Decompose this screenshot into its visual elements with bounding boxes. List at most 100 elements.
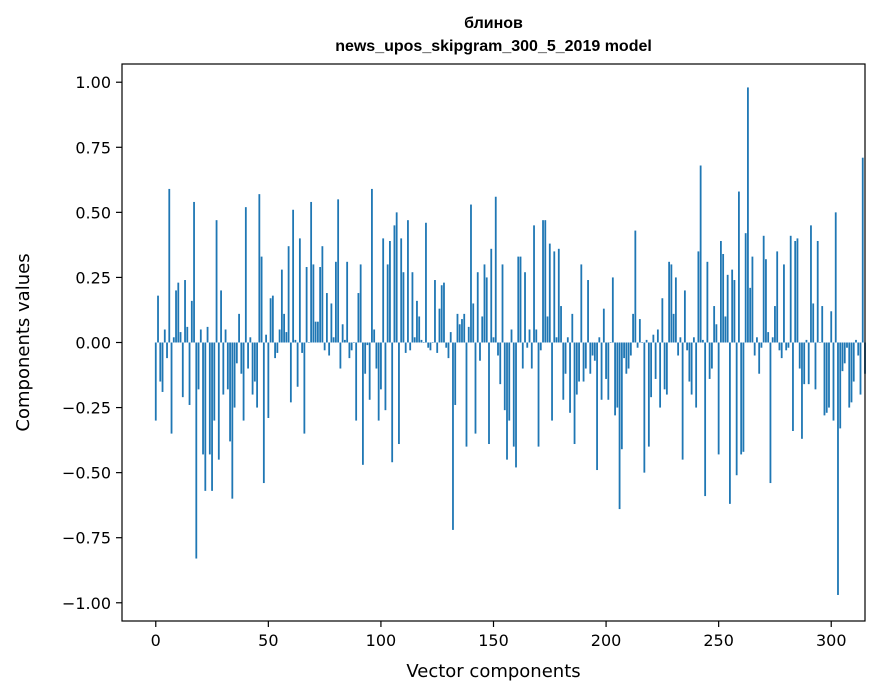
- bar-195: [594, 343, 596, 361]
- bar-79: [333, 337, 335, 342]
- bar-238: [691, 343, 693, 395]
- bar-123: [432, 343, 434, 344]
- x-tick-label: 100: [366, 631, 397, 650]
- bar-197: [598, 337, 600, 342]
- bar-143: [477, 272, 479, 342]
- bar-166: [529, 329, 531, 342]
- bar-153: [499, 343, 501, 385]
- bar-206: [619, 343, 621, 510]
- bar-144: [479, 343, 481, 361]
- bar-229: [670, 264, 672, 342]
- bar-160: [515, 343, 517, 468]
- bar-208: [623, 343, 625, 359]
- bar-101: [382, 238, 384, 342]
- bar-150: [493, 337, 495, 342]
- bar-275: [774, 306, 776, 342]
- bar-265: [752, 257, 754, 343]
- bar-299: [828, 343, 830, 408]
- bar-301: [833, 343, 835, 421]
- bar-251: [720, 241, 722, 343]
- bar-260: [740, 343, 742, 455]
- bar-65: [301, 343, 303, 353]
- bar-69: [310, 202, 312, 343]
- bar-139: [468, 327, 470, 343]
- bar-91: [360, 264, 362, 342]
- bar-182: [565, 343, 567, 374]
- bar-60: [290, 343, 292, 403]
- bar-254: [727, 275, 729, 343]
- bar-137: [463, 314, 465, 343]
- bar-234: [682, 343, 684, 460]
- bar-36: [236, 343, 238, 364]
- bar-94: [367, 343, 369, 346]
- bar-249: [716, 324, 718, 342]
- bar-267: [756, 337, 758, 342]
- bar-189: [580, 264, 582, 342]
- bar-14: [186, 327, 188, 343]
- bar-90: [358, 293, 360, 342]
- bar-283: [792, 343, 794, 432]
- bar-270: [763, 236, 765, 343]
- bar-295: [819, 343, 821, 344]
- bar-222: [655, 343, 657, 379]
- bar-140: [470, 205, 472, 343]
- bar-156: [506, 343, 508, 460]
- bar-132: [452, 343, 454, 530]
- y-tick-label: −0.75: [62, 529, 111, 548]
- bar-257: [734, 280, 736, 342]
- bar-93: [364, 343, 366, 374]
- bar-286: [799, 343, 801, 369]
- bar-57: [283, 314, 285, 343]
- bar-155: [504, 343, 506, 411]
- bar-32: [227, 343, 229, 390]
- bar-26: [213, 343, 215, 421]
- bar-285: [797, 238, 799, 342]
- bar-86: [349, 343, 351, 359]
- y-tick-label: −0.50: [62, 464, 111, 483]
- bar-9: [175, 290, 177, 342]
- bar-186: [574, 343, 576, 445]
- bar-264: [749, 288, 751, 343]
- bar-309: [851, 343, 853, 403]
- y-axis-label: Components values: [13, 253, 34, 431]
- bar-107: [396, 212, 398, 342]
- bar-210: [628, 343, 630, 369]
- bar-7: [171, 343, 173, 434]
- bar-216: [641, 343, 643, 344]
- bar-147: [486, 277, 488, 342]
- bar-18: [195, 343, 197, 559]
- bar-121: [427, 343, 429, 348]
- bar-205: [616, 343, 618, 408]
- bar-148: [488, 343, 490, 445]
- bar-237: [688, 343, 690, 382]
- bar-49: [265, 335, 267, 343]
- bar-131: [450, 332, 452, 342]
- bar-171: [540, 343, 542, 351]
- bar-313: [860, 343, 862, 395]
- bar-54: [276, 343, 278, 353]
- bar-113: [409, 343, 411, 351]
- bar-138: [466, 343, 468, 447]
- bar-170: [538, 343, 540, 447]
- bar-233: [679, 337, 681, 342]
- bar-174: [547, 316, 549, 342]
- bar-154: [502, 264, 504, 342]
- bar-304: [839, 343, 841, 429]
- bar-146: [484, 264, 486, 342]
- x-tick-label: 250: [703, 631, 734, 650]
- bar-24: [209, 343, 211, 455]
- bar-176: [551, 343, 553, 421]
- bar-92: [362, 343, 364, 465]
- bar-239: [693, 337, 695, 342]
- bar-74: [321, 246, 323, 342]
- bar-302: [835, 212, 837, 342]
- bar-230: [673, 314, 675, 343]
- bar-66: [303, 343, 305, 434]
- bar-6: [168, 189, 170, 343]
- bar-84: [344, 340, 346, 343]
- bar-244: [704, 343, 706, 497]
- bar-89: [355, 343, 357, 421]
- bar-162: [520, 257, 522, 343]
- bar-209: [625, 343, 627, 374]
- bar-290: [808, 343, 810, 385]
